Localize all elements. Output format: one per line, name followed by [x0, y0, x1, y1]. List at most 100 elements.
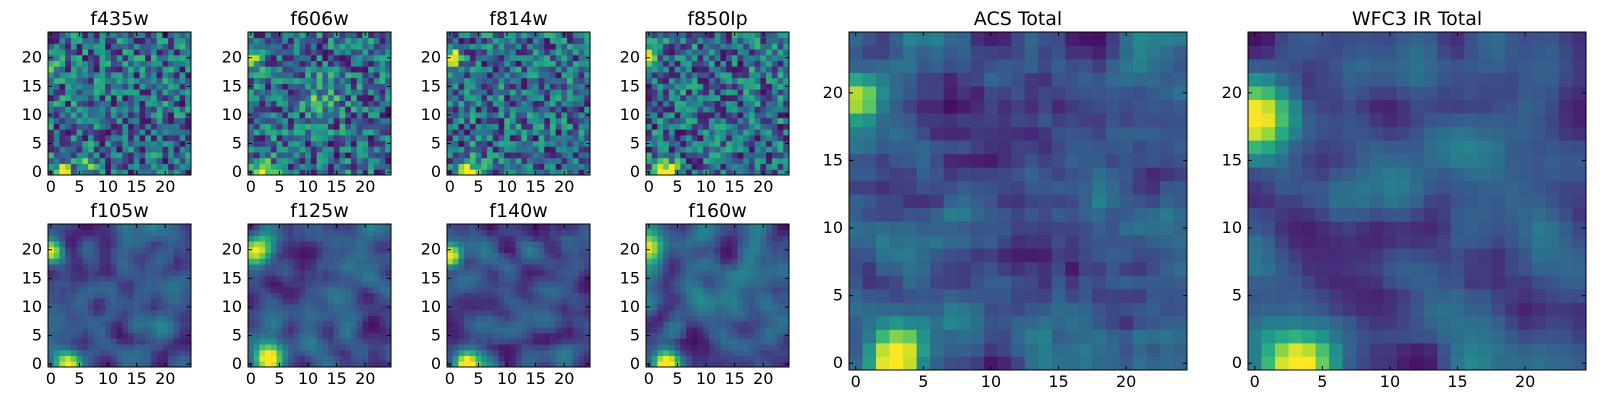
heatmap-cell	[691, 123, 698, 130]
heatmap-cell	[646, 146, 653, 153]
heatmap-cell	[105, 349, 112, 356]
heatmap-cell	[59, 100, 66, 107]
heatmap-cell	[469, 140, 476, 147]
heatmap-cell	[110, 281, 118, 288]
heatmap-cell	[720, 32, 727, 39]
heatmap-cell	[248, 37, 255, 44]
heatmap-cell	[93, 264, 100, 271]
heatmap-cell	[674, 355, 681, 362]
heatmap-cell	[333, 275, 340, 282]
heatmap-cell	[737, 281, 744, 288]
heatmap-cell	[156, 292, 163, 299]
heatmap-cell	[469, 344, 476, 351]
heatmap-cell	[646, 349, 653, 356]
heatmap-cell	[368, 77, 375, 84]
heatmap-cell	[65, 229, 72, 236]
heatmap-cell	[680, 361, 687, 368]
heatmap-cell	[339, 298, 346, 305]
heatmap-cell	[310, 60, 318, 67]
heatmap-cell	[475, 326, 482, 334]
heatmap-cell	[265, 43, 272, 50]
heatmap-cell	[447, 355, 454, 362]
heatmap-cell	[53, 140, 60, 147]
heatmap-cell	[322, 163, 329, 170]
heatmap-cell	[168, 286, 175, 294]
heatmap-cell	[561, 134, 568, 142]
heatmap-cell	[487, 235, 494, 242]
heatmap-cell	[179, 298, 186, 305]
heatmap-cell	[584, 224, 591, 231]
heatmap-cell	[368, 163, 375, 170]
heatmap-cell	[88, 32, 95, 39]
heatmap-cell	[316, 32, 323, 39]
heatmap-cell	[328, 229, 335, 236]
heatmap-cell	[173, 258, 180, 265]
heatmap-cell	[549, 258, 557, 265]
heatmap-cell	[475, 275, 482, 282]
heatmap-cell	[783, 117, 790, 124]
heatmap-cell	[504, 112, 511, 119]
heatmap-cell	[657, 89, 664, 96]
heatmap-cell	[76, 60, 83, 67]
heatmap-cell	[584, 37, 591, 44]
heatmap-cell	[368, 252, 375, 259]
heatmap-cell	[168, 77, 175, 84]
heatmap-cell	[714, 106, 721, 113]
heatmap-cell	[53, 332, 60, 339]
heatmap-cell	[481, 246, 488, 253]
heatmap-cell	[720, 112, 727, 119]
heatmap-cell	[173, 355, 180, 362]
heatmap-cell	[549, 37, 557, 44]
heatmap-cell	[521, 241, 528, 248]
heatmap-cell	[379, 54, 386, 61]
heatmap-cell	[555, 224, 562, 231]
heatmap-cell	[350, 43, 358, 50]
heatmap-cell	[379, 304, 386, 311]
heatmap-cell	[53, 264, 60, 271]
heatmap-cell	[743, 117, 750, 124]
heatmap-cell	[350, 83, 358, 90]
heatmap-cell	[663, 281, 670, 288]
heatmap-cell	[549, 77, 557, 84]
heatmap-cell	[350, 264, 358, 271]
heatmap-cell	[452, 275, 459, 282]
heatmap-cell	[333, 129, 340, 136]
heatmap-cell	[515, 338, 522, 345]
heatmap-cell	[452, 60, 459, 67]
heatmap-cell	[350, 235, 358, 242]
heatmap-cell	[452, 140, 459, 147]
heatmap-cell	[481, 66, 488, 73]
heatmap-cell	[674, 43, 681, 50]
heatmap-cell	[288, 112, 295, 119]
heatmap-cell	[128, 309, 135, 316]
heatmap-cell	[385, 355, 392, 362]
heatmap-cell	[777, 123, 784, 130]
heatmap-cell	[328, 83, 335, 90]
heatmap-cell	[133, 338, 140, 345]
heatmap-cell	[703, 60, 710, 67]
heatmap-cell	[555, 112, 562, 119]
heatmap-cell	[122, 269, 129, 276]
heatmap-cell	[128, 355, 135, 362]
heatmap-cell	[686, 100, 693, 107]
heatmap-cell	[748, 309, 756, 316]
heatmap-cell	[362, 112, 369, 119]
heatmap-cell	[173, 152, 180, 159]
heatmap-cell	[316, 252, 323, 259]
heatmap-cell	[133, 100, 140, 107]
heatmap-cell	[458, 32, 465, 39]
heatmap-cell	[310, 338, 318, 345]
heatmap-cell	[133, 309, 140, 316]
heatmap-cell	[555, 326, 562, 334]
heatmap-cell	[293, 123, 300, 130]
heatmap-cell	[766, 304, 773, 311]
heatmap-cell	[82, 100, 89, 107]
heatmap-cell	[305, 123, 312, 130]
heatmap-cell	[567, 304, 574, 311]
heatmap-cell	[150, 134, 158, 142]
heatmap-cell	[265, 123, 272, 130]
heatmap-cell	[527, 264, 534, 271]
heatmap-cell	[345, 100, 352, 107]
heatmap-cell	[76, 106, 83, 113]
heatmap-cell	[122, 309, 129, 316]
